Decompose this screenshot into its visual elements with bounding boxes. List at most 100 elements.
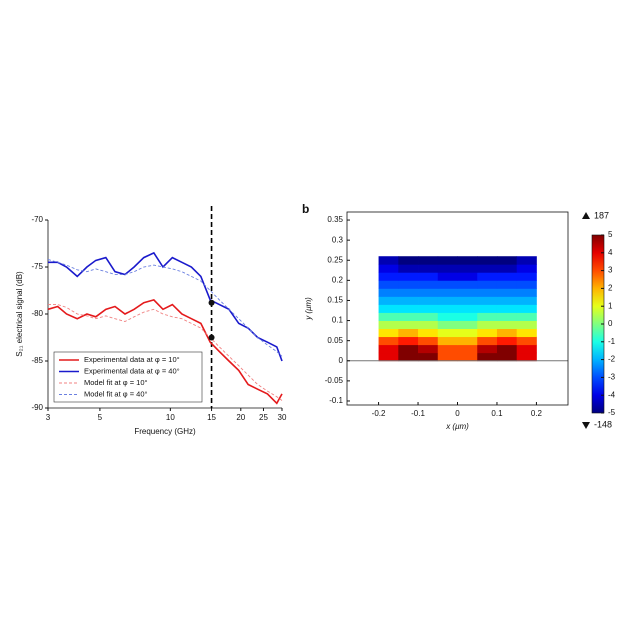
heatmap-cell (437, 328, 458, 338)
heatmap-cell (398, 344, 419, 354)
y-tick-label: 0.35 (327, 215, 343, 224)
heatmap-cell (437, 312, 458, 321)
heatmap-cell (477, 288, 498, 297)
y-tick-label: 0.15 (327, 296, 343, 305)
heatmap-cell (516, 264, 537, 273)
heatmap-cell (398, 336, 419, 346)
x-tick-label: 10 (166, 413, 175, 422)
x-tick-label: 20 (236, 413, 245, 422)
heatmap-cell (516, 320, 537, 330)
heatmap-cell (516, 344, 537, 354)
legend-label: Experimental data at φ = 40° (84, 366, 180, 375)
y-axis-label: S₂₁ electrical signal (dB) (15, 271, 24, 357)
heatmap-cell (418, 280, 439, 289)
marker (208, 299, 215, 306)
colorbar-tick-label: 3 (608, 266, 613, 275)
heatmap-cell (516, 304, 537, 313)
series-line (48, 251, 283, 362)
x-tick-label: 5 (98, 413, 103, 422)
heatmap-cell (418, 288, 439, 297)
marker (208, 334, 215, 341)
heatmap-cell (378, 352, 399, 362)
y-tick-label: 0.05 (327, 336, 343, 345)
colorbar-tick-label: -2 (608, 355, 616, 364)
heatmap-cell (496, 344, 518, 354)
y-tick-label: -85 (31, 356, 43, 365)
heatmap-cell (378, 296, 399, 305)
heatmap-cell (516, 296, 537, 305)
legend-label: Experimental data at φ = 10° (84, 355, 180, 364)
legend-label: Model fit at φ = 10° (84, 378, 148, 387)
heatmap-cell (457, 296, 478, 305)
heatmap-cell (437, 256, 458, 265)
heatmap-cell (496, 272, 518, 281)
y-axis-label: y (μm) (304, 297, 313, 321)
heatmap-cell (496, 336, 518, 346)
legend-label: Model fit at φ = 40° (84, 389, 148, 398)
heatmap-cell (496, 328, 518, 338)
heatmap-cell (378, 304, 399, 313)
heatmap-cell (378, 336, 399, 346)
heatmap-cell (378, 288, 399, 297)
heatmap-cell (437, 352, 458, 362)
x-tick-label: 0.2 (531, 409, 543, 418)
heatmap-cell (418, 352, 439, 362)
colorbar-tick-label: -4 (608, 390, 616, 399)
heatmap-cell (437, 336, 458, 346)
colorbar-max-label: 187 (594, 210, 609, 220)
heatmap-cell (457, 280, 478, 289)
colorbar-min-label: -148 (594, 419, 612, 429)
heatmap-cell (516, 328, 537, 338)
heatmap-cell (418, 312, 439, 321)
heatmap-cell (378, 320, 399, 330)
heatmap-cell (457, 264, 478, 273)
colorbar-min-marker (582, 422, 590, 429)
heatmap-cell (378, 256, 399, 265)
heatmap-cell (418, 272, 439, 281)
heatmap-cell (418, 256, 439, 265)
heatmap-cell (378, 328, 399, 338)
heatmap-cell (398, 288, 419, 297)
heatmap-cell (418, 320, 439, 330)
heatmap-cell (516, 280, 537, 289)
heatmap-cell (477, 336, 498, 346)
heatmap-cell (437, 288, 458, 297)
panel-label: b (302, 202, 309, 216)
heatmap-cell (437, 304, 458, 313)
heatmap-cell (477, 280, 498, 289)
heatmap-cell (398, 280, 419, 289)
heatmap-cell (457, 328, 478, 338)
y-tick-label: 0.25 (327, 255, 343, 264)
heatmap-cell (398, 312, 419, 321)
x-tick-label: 3 (46, 413, 51, 422)
heatmap-cell (378, 272, 399, 281)
heatmap-cell (477, 264, 498, 273)
heatmap-cell (398, 256, 419, 265)
heatmap-cell (516, 256, 537, 265)
heatmap-cell (398, 320, 419, 330)
colorbar-tick-label: 4 (608, 248, 613, 257)
heatmap-cell (496, 264, 518, 273)
heatmap-cell (418, 328, 439, 338)
heatmap-cell (516, 352, 537, 362)
heatmap-cell (457, 256, 478, 265)
heatmap-cell (516, 312, 537, 321)
colorbar-tick-label: 2 (608, 284, 613, 293)
x-tick-label: 30 (278, 413, 287, 422)
heatmap-cell (477, 272, 498, 281)
heatmap-cell (477, 312, 498, 321)
heatmap-cell (418, 296, 439, 305)
x-tick-label: 15 (207, 413, 216, 422)
colorbar-max-marker (582, 212, 590, 219)
heatmap-cell (477, 352, 498, 362)
x-tick-label: 0.1 (491, 409, 503, 418)
heatmap-cell (496, 352, 518, 362)
heatmap-cell (477, 256, 498, 265)
heatmap-cell (496, 304, 518, 313)
heatmap-cell (477, 320, 498, 330)
heatmap-cell (477, 304, 498, 313)
heatmap-cell (378, 312, 399, 321)
y-tick-label: 0.3 (332, 235, 344, 244)
x-axis-label: x (μm) (445, 422, 469, 431)
